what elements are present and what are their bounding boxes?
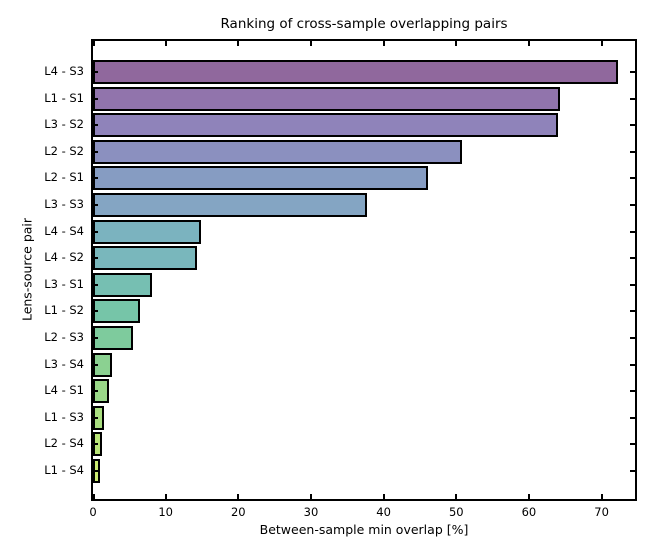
y-axis-tick	[93, 470, 98, 472]
y-axis-tick-label: L1 - S2	[44, 303, 84, 318]
bar	[93, 113, 559, 138]
x-axis-tick	[309, 494, 312, 499]
x-axis-tick-label: 60	[521, 505, 537, 519]
y-axis-tick	[93, 283, 98, 286]
x-axis-tick	[237, 494, 240, 499]
y-axis-tick-label: L1 - S4	[44, 463, 84, 477]
x-axis-tick-label: 20	[230, 505, 246, 519]
y-axis-tick	[630, 443, 635, 446]
x-axis-tick	[164, 494, 167, 499]
x-axis-tick-label: 70	[594, 505, 609, 519]
y-axis-tick	[93, 150, 98, 153]
y-axis-tick	[93, 204, 98, 206]
bar	[93, 139, 462, 164]
bar	[93, 272, 153, 297]
y-axis-tick	[630, 97, 635, 100]
y-axis-tick	[630, 310, 635, 313]
bar	[93, 166, 429, 191]
y-axis-tick-label: L4 - S3	[44, 64, 84, 78]
y-axis-tick	[630, 337, 635, 339]
y-axis-tick	[93, 416, 98, 419]
y-axis-tick	[630, 283, 635, 286]
y-axis-label: Lens-source pair	[19, 217, 35, 322]
y-axis-tick	[93, 363, 98, 366]
bar	[93, 299, 140, 324]
plot-area	[91, 39, 637, 501]
bar	[93, 326, 134, 350]
y-axis-tick	[93, 443, 98, 446]
y-axis-tick	[630, 257, 635, 260]
x-axis-tick-label: 30	[303, 505, 319, 519]
y-axis-tick-label: L4 - S1	[44, 383, 84, 398]
y-axis-tick	[93, 124, 98, 127]
y-axis-tick-label: L3 - S1	[44, 276, 84, 291]
x-axis-tick	[164, 41, 167, 46]
x-axis-tick	[527, 494, 530, 499]
y-axis-tick	[93, 71, 98, 73]
y-axis-tick-label: L2 - S2	[44, 143, 84, 158]
y-axis-tick	[630, 124, 635, 127]
y-axis-tick	[630, 204, 635, 206]
x-axis-tick-label: 0	[89, 505, 97, 519]
x-axis-tick	[382, 41, 385, 46]
x-axis-tick	[455, 41, 458, 46]
y-axis-tick	[630, 230, 635, 233]
y-axis-tick	[630, 390, 635, 393]
x-axis-tick	[527, 41, 530, 46]
y-axis-tick	[630, 470, 635, 472]
y-axis-tick	[630, 363, 635, 366]
bar	[93, 86, 560, 111]
y-axis-tick	[93, 310, 98, 313]
x-axis-label: Between-sample min overlap [%]	[259, 522, 469, 537]
x-axis-tick	[600, 494, 603, 499]
x-axis-tick	[237, 41, 240, 46]
y-axis-tick	[93, 177, 98, 180]
x-axis-tick	[382, 494, 385, 499]
x-axis-tick	[93, 41, 95, 46]
bar	[93, 246, 198, 271]
y-axis-tick	[630, 177, 635, 180]
y-axis-tick-label: L2 - S1	[44, 170, 84, 185]
x-axis-tick	[309, 41, 312, 46]
y-axis-tick	[93, 257, 98, 260]
y-axis-tick	[93, 230, 98, 233]
y-axis-tick-label: L3 - S3	[44, 197, 84, 211]
x-axis-tick-label: 40	[376, 505, 391, 519]
bar	[93, 193, 368, 217]
y-axis-tick	[630, 150, 635, 153]
y-axis-tick-label: L4 - S2	[44, 250, 84, 265]
y-axis-tick	[93, 337, 98, 339]
y-axis-tick	[630, 416, 635, 419]
y-axis-tick-label: L3 - S2	[44, 117, 84, 132]
y-axis-tick-label: L1 - S1	[44, 90, 84, 105]
x-axis-tick	[455, 494, 458, 499]
y-axis-tick	[630, 71, 635, 73]
y-axis-tick	[93, 97, 98, 100]
y-axis-tick-label: L1 - S3	[44, 409, 84, 424]
y-axis-tick-label: L2 - S4	[44, 436, 84, 451]
bar	[93, 60, 618, 84]
chart-title: Ranking of cross-sample overlapping pair…	[220, 16, 508, 32]
x-axis-tick	[600, 41, 603, 46]
y-axis-tick-label: L2 - S3	[44, 330, 84, 344]
x-axis-tick-label: 10	[158, 505, 173, 519]
y-axis-tick-label: L3 - S4	[44, 356, 84, 371]
bar	[93, 219, 201, 244]
x-axis-tick	[93, 494, 95, 499]
y-axis-tick-label: L4 - S4	[44, 223, 84, 238]
x-axis-tick-label: 50	[448, 505, 464, 519]
y-axis-tick	[93, 390, 98, 393]
